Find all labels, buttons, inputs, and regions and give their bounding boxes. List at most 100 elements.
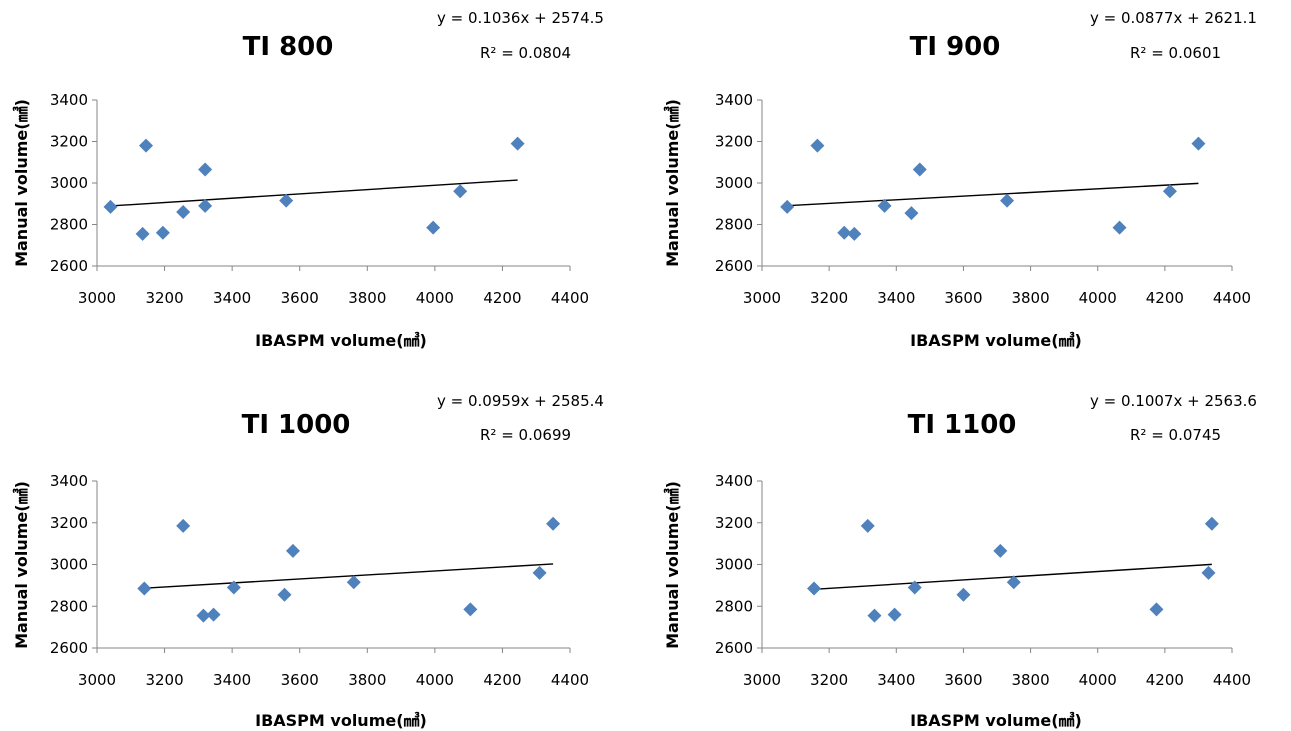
data-point [198,162,213,177]
x-tick-label: 4200 [1146,671,1184,689]
data-point [847,226,862,241]
data-point [135,226,150,241]
y-tick-label: 3000 [50,556,88,574]
x-tick-label: 3000 [78,671,116,689]
chart-panel-1: TI 800 y = 0.1036x + 2574.5 R² = 0.0804 260… [12,9,604,350]
y-tick-label: 3200 [715,133,753,151]
chart-title: TI 900 [910,32,1001,62]
x-tick-label: 3800 [348,671,386,689]
data-point [993,543,1008,558]
data-point [1112,220,1127,235]
x-tick-label: 4400 [551,289,589,307]
y-tick-label: 2600 [50,257,88,275]
x-axis-title: IBASPM volume(㎣) [255,331,427,350]
y-tick-label: 3200 [50,514,88,532]
y-tick-label: 2600 [715,639,753,657]
y-tick-label: 3400 [715,91,753,109]
x-tick-label: 4400 [1213,289,1251,307]
data-point [1000,193,1015,208]
data-point [1006,575,1021,590]
x-tick-label: 3000 [78,289,116,307]
data-point [1201,565,1216,580]
y-tick-label: 3400 [50,472,88,490]
data-point [907,580,922,595]
trendline-equation: y = 0.1036x + 2574.5 [437,9,604,27]
data-point [1149,602,1164,617]
data-point [837,225,852,240]
x-tick-label: 3200 [145,289,183,307]
y-axis-title: Manual volume(㎣) [12,99,31,267]
trendline-equation: y = 0.1007x + 2563.6 [1090,392,1257,410]
trendline-equation: y = 0.0877x + 2621.1 [1090,9,1257,27]
trendline-equation: y = 0.0959x + 2585.4 [437,392,604,410]
x-tick-label: 3400 [877,289,915,307]
chart-panel-2: TI 900 y = 0.0877x + 2621.1 R² = 0.0601 260… [663,9,1257,350]
chart-title: TI 800 [243,32,334,62]
data-point [532,565,547,580]
data-point [155,225,170,240]
trendline [787,182,1199,207]
x-tick-label: 3400 [877,671,915,689]
chart-panel-3: TI 1000 y = 0.0959x + 2585.4 R² = 0.0699 26… [12,392,604,730]
data-point [277,587,292,602]
y-tick-label: 3000 [50,174,88,192]
data-point [887,607,902,622]
y-axis-title: Manual volume(㎣) [663,99,682,267]
x-tick-label: 3000 [743,671,781,689]
x-tick-label: 4400 [1213,671,1251,689]
x-tick-label: 4000 [1079,289,1117,307]
data-point [176,205,191,220]
y-tick-label: 2800 [50,216,88,234]
data-point [867,608,882,623]
data-point [137,581,152,596]
data-point [103,199,118,214]
data-point [1162,184,1177,199]
x-tick-label: 3600 [944,671,982,689]
trendline [110,179,518,207]
data-point [956,587,971,602]
x-tick-label: 3200 [810,671,848,689]
x-tick-label: 4200 [483,289,521,307]
x-tick-label: 4200 [1146,289,1184,307]
data-point [196,608,211,623]
data-point [453,184,468,199]
data-point [877,198,892,213]
trendline [144,563,554,589]
r-squared-label: R² = 0.0699 [480,426,571,444]
data-point [285,543,300,558]
x-tick-label: 3200 [145,671,183,689]
data-point [463,602,478,617]
y-tick-label: 2800 [50,597,88,615]
data-point [546,516,561,531]
data-point [912,162,927,177]
y-axis-title: Manual volume(㎣) [12,481,31,649]
y-tick-label: 2800 [715,597,753,615]
x-tick-label: 3800 [1011,289,1049,307]
x-tick-label: 3200 [810,289,848,307]
data-point [810,138,825,153]
y-tick-label: 2800 [715,216,753,234]
y-tick-label: 3400 [50,91,88,109]
x-tick-label: 4200 [483,671,521,689]
x-tick-label: 3600 [944,289,982,307]
data-point [780,199,795,214]
x-axis-title: IBASPM volume(㎣) [910,711,1082,730]
r-squared-label: R² = 0.0601 [1130,44,1221,62]
chart-title: TI 1000 [242,410,351,440]
y-axis-title: Manual volume(㎣) [663,481,682,649]
x-tick-label: 3000 [743,289,781,307]
data-point [206,607,221,622]
x-tick-label: 4000 [416,289,454,307]
r-squared-label: R² = 0.0745 [1130,426,1221,444]
y-tick-label: 2600 [715,257,753,275]
data-point [904,206,919,221]
y-tick-label: 2600 [50,639,88,657]
x-tick-label: 3600 [281,671,319,689]
x-axis-title: IBASPM volume(㎣) [255,711,427,730]
data-point [279,193,294,208]
y-tick-label: 3200 [715,514,753,532]
data-point [226,580,241,595]
y-tick-label: 3400 [715,472,753,490]
x-tick-label: 3400 [213,671,251,689]
data-point [176,518,191,533]
